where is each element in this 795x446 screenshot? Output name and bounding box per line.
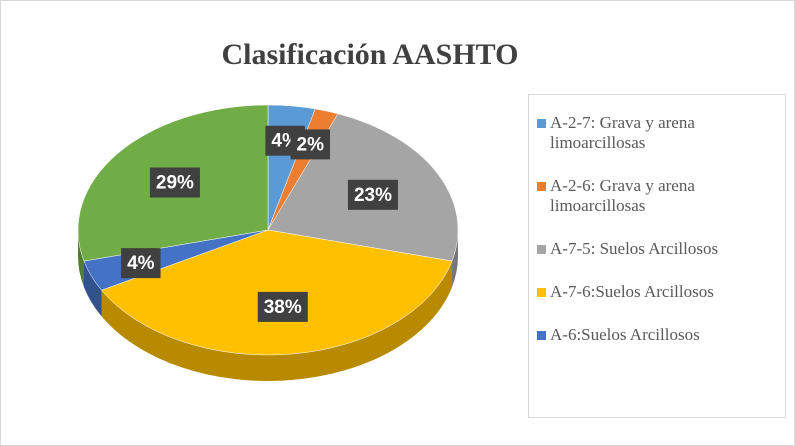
legend-swatch — [537, 245, 546, 254]
legend-swatch — [537, 182, 546, 191]
data-label-box — [257, 291, 308, 322]
slice-side — [83, 261, 102, 317]
data-label: 23% — [347, 179, 398, 210]
legend-text: A-7-5: Suelos Arcillosos — [550, 239, 719, 258]
legend-item: A-7-5: Suelos Arcillosos — [537, 239, 777, 259]
legend-item: A-2-6: Grava y arena limoarcillosas — [537, 176, 777, 216]
legend-item: A-2-7: Grava y arena limoarcillosas — [537, 113, 777, 153]
slice-side — [78, 230, 84, 288]
data-label-box — [290, 129, 331, 160]
data-label: 29% — [149, 167, 200, 198]
legend-swatch — [537, 288, 546, 297]
data-label-box — [347, 179, 398, 210]
data-label-box — [121, 248, 161, 279]
legend-text: A-2-7: Grava y arena limoarcillosas — [550, 113, 695, 152]
legend-text: A-2-6: Grava y arena limoarcillosas — [550, 176, 695, 215]
data-label: 38% — [257, 291, 308, 322]
data-label-text: 29% — [156, 173, 194, 194]
legend-item: A-6:Suelos Arcillosos — [537, 325, 777, 345]
slice-side — [101, 261, 453, 382]
data-label-text: 4% — [127, 253, 155, 274]
data-label-text: 38% — [264, 297, 302, 318]
data-label: 4% — [121, 248, 161, 279]
chart-title: Clasificación AASHTO — [222, 38, 519, 71]
legend-text: A-7-6:Suelos Arcillosos — [550, 282, 714, 301]
data-label-box — [149, 167, 200, 198]
data-label-text: 2% — [297, 134, 325, 155]
legend-swatch — [537, 119, 546, 128]
legend: A-2-7: Grava y arena limoarcillosas A-2-6… — [528, 94, 786, 418]
data-label: 2% — [290, 129, 331, 160]
data-label-text: 23% — [354, 185, 392, 206]
slice-side — [452, 230, 458, 288]
legend-swatch — [537, 331, 546, 340]
legend-text: A-6:Suelos Arcillosos — [550, 325, 700, 344]
legend-item: A-7-6:Suelos Arcillosos — [537, 282, 777, 302]
